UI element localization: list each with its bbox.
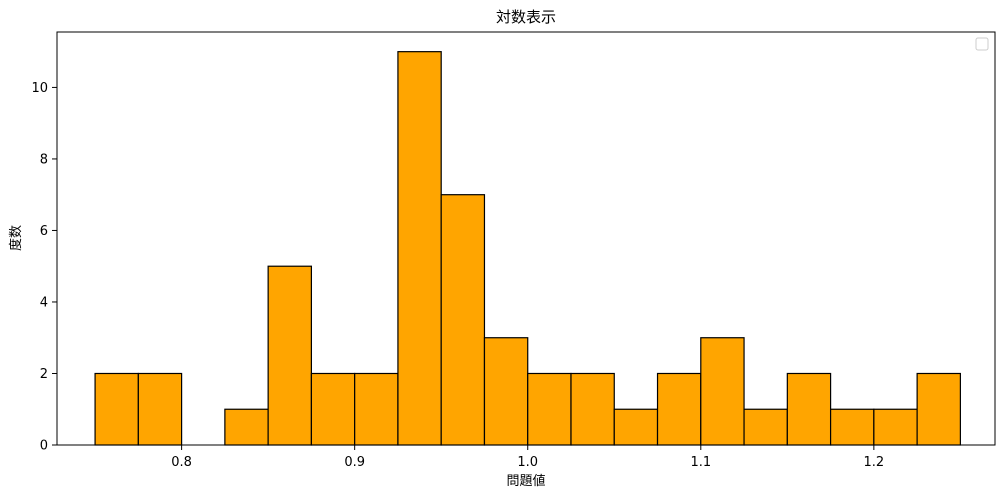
bars-group <box>94 51 961 446</box>
histogram-bar <box>700 337 745 446</box>
x-tick-label: 0.9 <box>344 455 365 470</box>
histogram-bar <box>267 265 313 446</box>
histogram-bar <box>743 408 788 446</box>
y-tick-label: 10 <box>31 81 48 96</box>
histogram-bar <box>873 408 918 446</box>
legend-box <box>975 37 989 51</box>
histogram-bar <box>570 372 615 446</box>
histogram-bar <box>916 372 961 446</box>
y-tick-label: 0 <box>40 439 48 454</box>
histogram-bar <box>483 337 529 446</box>
x-tick-label: 1.0 <box>517 455 538 470</box>
histogram-bar <box>397 51 442 446</box>
y-tick-label: 2 <box>40 367 48 382</box>
plot-frame <box>56 31 996 446</box>
histogram-bar <box>829 408 875 446</box>
histogram-bar <box>354 372 399 446</box>
histogram-bar <box>527 372 572 446</box>
histogram-bar <box>94 372 139 446</box>
histogram-bar <box>613 408 659 446</box>
x-axis-label: 問題値 <box>506 473 545 489</box>
y-axis-label: 度数 <box>8 225 24 251</box>
x-tick-label: 0.8 <box>171 455 192 470</box>
x-axis: 0.8 0.9 1.0 1.1 1.2 <box>171 445 884 470</box>
histogram-bar <box>137 372 183 446</box>
y-tick-label: 4 <box>40 295 48 310</box>
histogram-bar <box>224 408 269 446</box>
x-tick-label: 1.2 <box>864 455 885 470</box>
y-tick-label: 6 <box>40 224 48 239</box>
x-tick-label: 1.1 <box>690 455 711 470</box>
y-tick-label: 8 <box>40 152 48 167</box>
histogram-bar <box>310 372 356 446</box>
histogram-bar <box>656 372 702 446</box>
y-axis: 0 2 4 6 8 10 <box>31 81 57 454</box>
histogram-bar <box>786 372 832 446</box>
histogram-bar <box>440 194 486 446</box>
chart-title: 対数表示 <box>496 8 556 26</box>
